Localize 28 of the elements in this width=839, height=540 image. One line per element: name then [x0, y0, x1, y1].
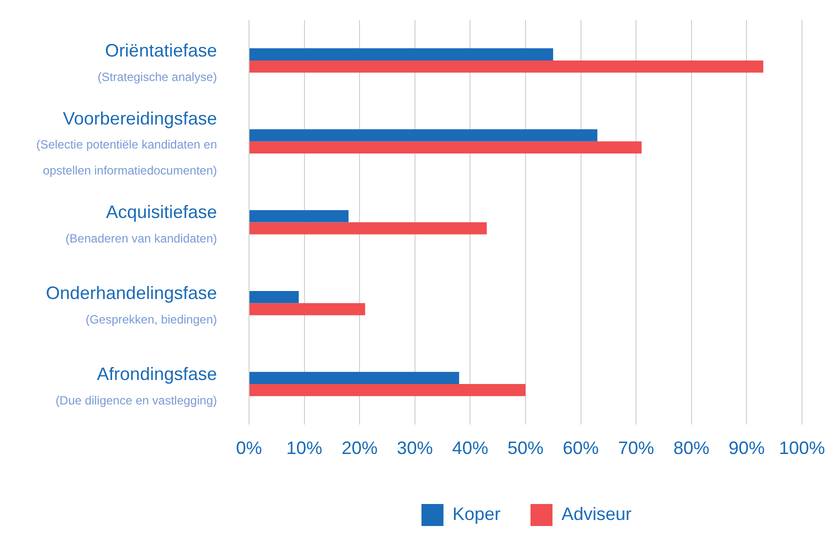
x-tick-label: 100%	[778, 438, 826, 458]
x-tick-label: 80%	[673, 438, 710, 458]
bar	[250, 384, 526, 396]
y-tick-label: Afrondingsfase (Due diligence en vastlegging)	[56, 364, 217, 408]
x-tick-label: 50%	[507, 438, 544, 458]
bar	[250, 210, 349, 222]
y-tick-label: Voorbereidingsfase (Selectie potentiële kandidaten en opstellen informatiedocumenten)	[36, 108, 217, 178]
x-tick-label: 40%	[452, 438, 488, 458]
legend-label: Koper	[452, 504, 501, 524]
bar	[250, 372, 460, 384]
x-tick-label: 20%	[342, 438, 378, 458]
x-tick-label: 0%	[236, 438, 262, 458]
y-tick-label: Oriëntatiefase (Strategische analyse)	[98, 40, 218, 84]
y-tick-label: Acquisitiefase (Benaderen van kandidaten)	[66, 202, 217, 246]
bar	[250, 129, 598, 142]
bar	[250, 303, 366, 316]
bar	[250, 290, 299, 304]
x-tick-label: 60%	[562, 438, 599, 458]
x-tick-label: 90%	[728, 438, 765, 458]
bar	[250, 141, 642, 154]
legend-label: Adviseur	[562, 504, 632, 524]
x-tick-label: 30%	[396, 438, 433, 458]
y-tick-label: Onderhandelingsfase (Gesprekken, biedingen)	[46, 283, 217, 326]
bar	[250, 60, 764, 73]
bar	[250, 222, 487, 234]
x-tick-label: 70%	[618, 438, 654, 458]
bar	[250, 48, 554, 60]
x-tick-label: 10%	[286, 438, 322, 458]
